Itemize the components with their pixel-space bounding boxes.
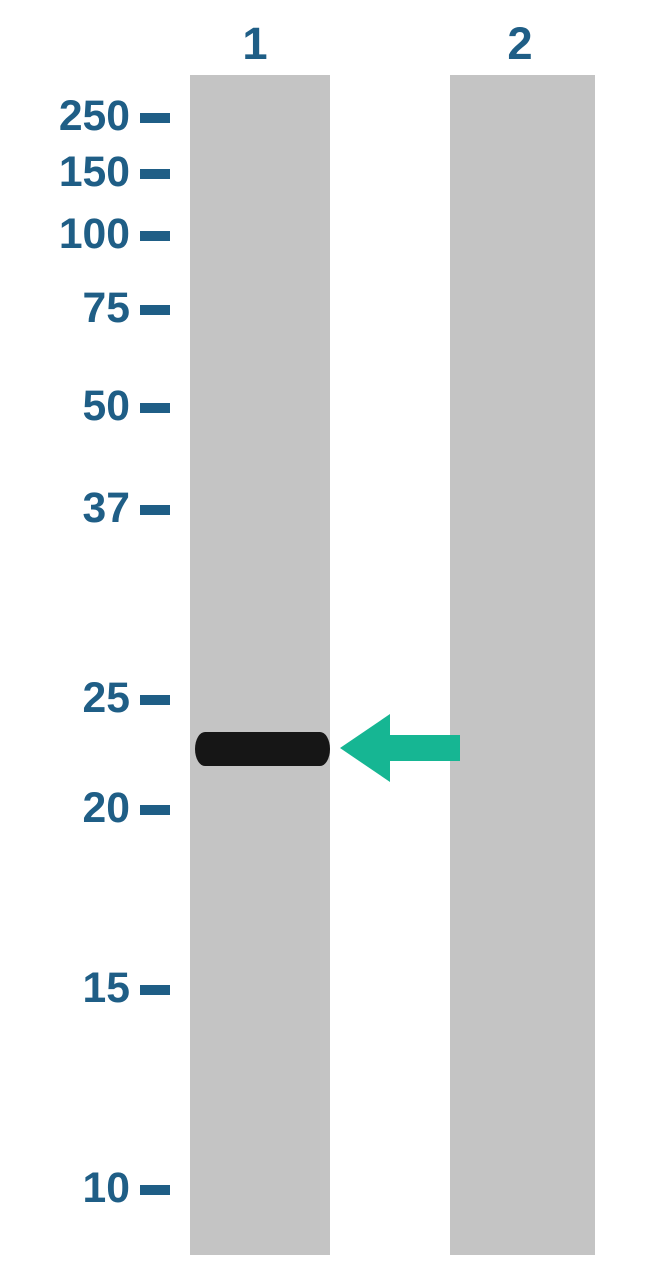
marker-label-75: 75 bbox=[0, 284, 130, 333]
marker-label-15: 15 bbox=[0, 964, 130, 1013]
marker-tick-100 bbox=[140, 231, 170, 241]
marker-tick-25 bbox=[140, 695, 170, 705]
marker-label-50: 50 bbox=[0, 382, 130, 431]
protein-band-lane1 bbox=[195, 732, 330, 766]
arrow-stem bbox=[390, 735, 460, 761]
marker-label-100: 100 bbox=[0, 210, 130, 259]
marker-tick-15 bbox=[140, 985, 170, 995]
lane-header-1: 1 bbox=[225, 18, 285, 70]
arrow-head-icon bbox=[340, 714, 390, 782]
marker-label-20: 20 bbox=[0, 784, 130, 833]
marker-tick-150 bbox=[140, 169, 170, 179]
lane-header-2: 2 bbox=[490, 18, 550, 70]
marker-label-250: 250 bbox=[0, 92, 130, 141]
marker-label-37: 37 bbox=[0, 484, 130, 533]
marker-label-150: 150 bbox=[0, 148, 130, 197]
marker-tick-37 bbox=[140, 505, 170, 515]
marker-tick-250 bbox=[140, 113, 170, 123]
western-blot-figure: 1 2 250 150 100 75 50 37 25 20 15 10 bbox=[0, 0, 650, 1270]
marker-tick-50 bbox=[140, 403, 170, 413]
lane-2 bbox=[450, 75, 595, 1255]
marker-label-25: 25 bbox=[0, 674, 130, 723]
lane-1 bbox=[190, 75, 330, 1255]
marker-tick-10 bbox=[140, 1185, 170, 1195]
marker-tick-75 bbox=[140, 305, 170, 315]
marker-label-10: 10 bbox=[0, 1164, 130, 1213]
marker-tick-20 bbox=[140, 805, 170, 815]
